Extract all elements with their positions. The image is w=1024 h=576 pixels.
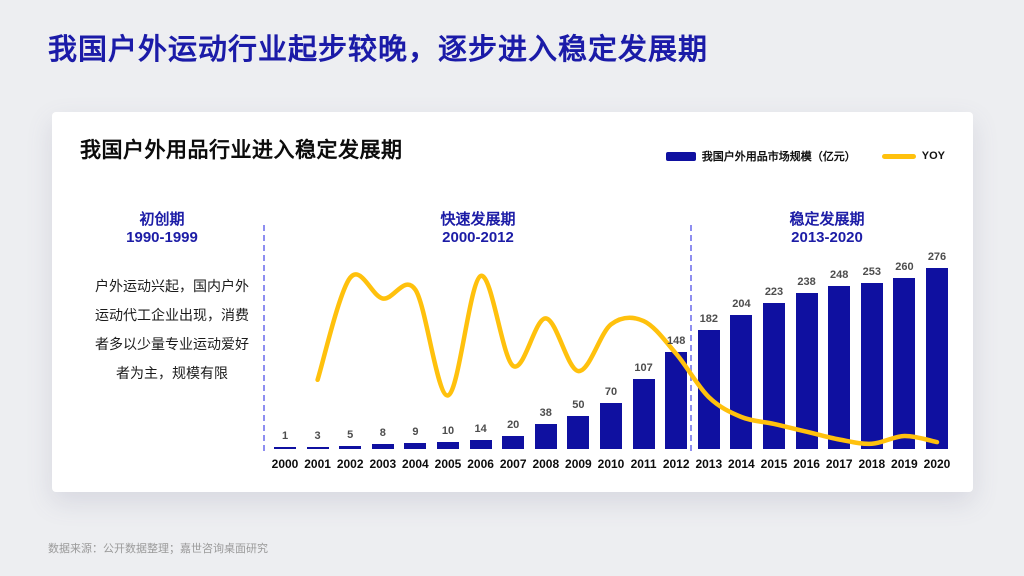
bar-2019	[893, 278, 916, 449]
year-label-2009: 2009	[565, 457, 592, 471]
bar-2000	[274, 447, 296, 449]
bar-2007	[502, 435, 525, 449]
year-label-2003: 2003	[369, 457, 397, 471]
phase-divider-1	[263, 225, 265, 451]
year-label-2007: 2007	[499, 457, 527, 471]
year-label-2018: 2018	[858, 457, 886, 471]
phase-label-initial: 初创期 1990-1999	[126, 211, 198, 247]
bar-value-2000: 1	[281, 430, 289, 442]
year-label-2015: 2015	[760, 457, 788, 471]
line-series-label: YOY	[921, 150, 945, 162]
bar-value-2010: 70	[604, 386, 618, 399]
bar-value-2009: 50	[572, 399, 585, 412]
bar-value-2011: 107	[634, 361, 653, 374]
bar-series-swatch	[665, 151, 696, 161]
slide-title: 我国户外运动行业起步较晚，逐步进入稳定发展期	[48, 34, 709, 66]
bar-2008	[534, 424, 557, 449]
year-label-2014: 2014	[728, 457, 755, 471]
phase-years: 1990-1999	[126, 229, 198, 246]
bar-2016	[795, 292, 818, 449]
bar-value-2007: 20	[507, 418, 520, 431]
year-label-2011: 2011	[630, 457, 657, 471]
phase-label-rapid-growth: 快速发展期 2000-2012	[440, 211, 515, 247]
phase-name: 快速发展期	[440, 211, 516, 228]
year-label-2010: 2010	[597, 457, 625, 471]
bar-2009	[567, 416, 590, 449]
year-label-2001: 2001	[304, 457, 331, 471]
year-label-2000: 2000	[271, 457, 299, 471]
bar-value-2014: 204	[732, 298, 751, 311]
chart-title: 我国户外用品行业进入稳定发展期	[80, 139, 403, 162]
year-label-2008: 2008	[532, 457, 560, 471]
bar-2011	[632, 378, 655, 449]
chart-legend: 我国户外用品市场规模（亿元） YOY	[665, 148, 945, 164]
line-series-swatch	[881, 153, 916, 159]
data-source: 数据来源：公开数据整理；嘉世咨询桌面研究	[48, 543, 268, 555]
phase-name: 稳定发展期	[789, 211, 865, 228]
phase-years: 2000-2012	[442, 229, 514, 246]
chart-card: 我国户外用品行业进入稳定发展期 我国户外用品市场规模（亿元） YOY 初创期 1…	[52, 112, 973, 492]
bar-2017	[828, 286, 851, 449]
bar-series-label: 我国户外用品市场规模（亿元）	[701, 151, 856, 163]
bar-2003	[371, 443, 394, 449]
phase-label-stable-growth: 稳定发展期 2013-2020	[789, 211, 864, 247]
bar-2015	[763, 302, 785, 449]
phase-name: 初创期	[139, 211, 185, 228]
year-label-2013: 2013	[695, 457, 723, 471]
bar-2002	[339, 445, 362, 449]
year-label-2004: 2004	[402, 457, 429, 471]
year-label-2016: 2016	[793, 457, 820, 471]
bar-2006	[469, 439, 492, 449]
bar-value-2020: 276	[927, 250, 947, 263]
bar-2004	[404, 443, 427, 449]
year-label-2017: 2017	[825, 457, 853, 471]
legend-item-market-size: 我国户外用品市场规模（亿元）	[665, 148, 856, 164]
bar-2014	[730, 315, 753, 449]
year-label-2005: 2005	[434, 457, 462, 471]
bar-2020	[926, 267, 948, 449]
bar-2005	[437, 442, 459, 449]
year-label-2019: 2019	[891, 457, 918, 471]
year-label-2020: 2020	[923, 457, 951, 471]
bar-value-2012: 148	[667, 334, 686, 347]
bar-value-2013: 182	[699, 312, 718, 325]
bar-2010	[600, 403, 622, 449]
bar-2012	[665, 351, 688, 449]
bar-2018	[860, 283, 883, 449]
legend-item-yoy: YOY	[881, 150, 945, 162]
initial-phase-description: 户外运动兴起，国内户外运动代工企业出现，消费者多以少量专业运动爱好者为主，规模有…	[95, 278, 249, 381]
year-label-2006: 2006	[467, 457, 494, 471]
bar-2013	[697, 329, 720, 449]
bar-2001	[306, 447, 329, 449]
bar-value-2019: 260	[895, 261, 914, 274]
year-label-2012: 2012	[662, 457, 690, 471]
bar-line-chart: 1 2000 3 2001 5 2002 8 2003 9 2004 10 2005 14 2006 20 2…	[52, 112, 973, 492]
year-label-2002: 2002	[336, 457, 364, 471]
phase-years: 2013-2020	[791, 229, 863, 246]
